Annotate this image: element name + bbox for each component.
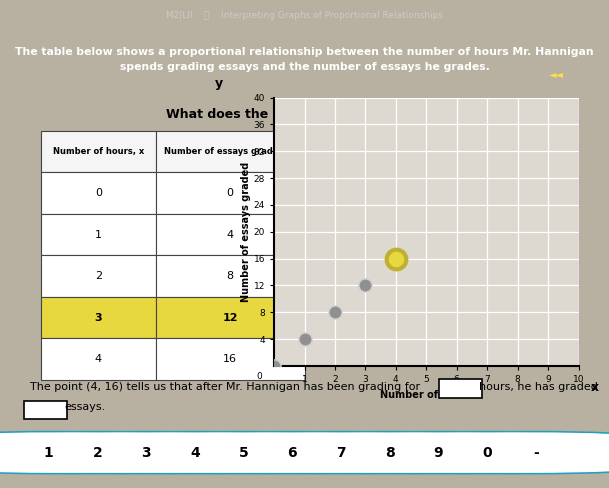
Text: essays.: essays. — [64, 402, 105, 412]
Circle shape — [146, 433, 536, 472]
Circle shape — [49, 433, 438, 472]
Text: hours, he has graded: hours, he has graded — [479, 382, 598, 392]
Text: 6: 6 — [287, 446, 297, 460]
Text: 3: 3 — [94, 313, 102, 323]
FancyBboxPatch shape — [156, 338, 304, 380]
Text: -: - — [533, 446, 539, 460]
FancyBboxPatch shape — [156, 297, 304, 338]
Text: 3: 3 — [141, 446, 151, 460]
FancyBboxPatch shape — [41, 214, 156, 255]
Point — [361, 282, 370, 289]
Circle shape — [0, 433, 244, 472]
Text: 0: 0 — [95, 188, 102, 198]
Text: What does the point (4, 16) tell us?  ◄◄: What does the point (4, 16) tell us? ◄◄ — [166, 108, 443, 121]
Text: 12: 12 — [222, 313, 238, 323]
Point — [300, 335, 309, 343]
Text: 0: 0 — [256, 371, 262, 381]
Text: 0: 0 — [227, 188, 234, 198]
FancyBboxPatch shape — [24, 401, 67, 419]
Text: M2|LII    ⓘ    Interpreting Graphs of Proportional Relationships: M2|LII ⓘ Interpreting Graphs of Proporti… — [166, 11, 443, 20]
Text: 1: 1 — [44, 446, 54, 460]
Circle shape — [0, 433, 292, 472]
Text: y: y — [215, 77, 224, 89]
Text: 2: 2 — [95, 271, 102, 281]
FancyBboxPatch shape — [41, 297, 156, 338]
Circle shape — [0, 433, 341, 472]
Text: The table below shows a proportional relationship between the number of hours Mr: The table below shows a proportional rel… — [15, 47, 594, 72]
Text: 0: 0 — [482, 446, 492, 460]
FancyBboxPatch shape — [156, 214, 304, 255]
Y-axis label: Number of essays graded: Number of essays graded — [241, 162, 251, 302]
Text: 4: 4 — [190, 446, 200, 460]
Point — [269, 362, 279, 370]
Text: 5: 5 — [239, 446, 248, 460]
Text: ◄◄: ◄◄ — [549, 69, 564, 79]
FancyBboxPatch shape — [439, 379, 482, 398]
Text: 4: 4 — [95, 354, 102, 364]
Circle shape — [341, 433, 609, 472]
Text: 9: 9 — [434, 446, 443, 460]
X-axis label: Number of hours: Number of hours — [380, 389, 473, 400]
FancyBboxPatch shape — [156, 131, 304, 172]
Point — [330, 308, 340, 316]
Text: 8: 8 — [385, 446, 395, 460]
FancyBboxPatch shape — [156, 172, 304, 214]
Text: 16: 16 — [223, 354, 237, 364]
Text: Number of hours, x: Number of hours, x — [53, 147, 144, 156]
Circle shape — [0, 433, 390, 472]
FancyBboxPatch shape — [41, 338, 156, 380]
FancyBboxPatch shape — [41, 172, 156, 214]
Text: x: x — [591, 381, 599, 394]
Circle shape — [292, 433, 609, 472]
Text: 1: 1 — [95, 230, 102, 240]
Circle shape — [195, 433, 585, 472]
Text: 7: 7 — [336, 446, 346, 460]
Text: 8: 8 — [227, 271, 234, 281]
Text: The point (4, 16) tells us that after Mr. Hannigan has been grading for: The point (4, 16) tells us that after Mr… — [30, 382, 420, 392]
Circle shape — [97, 433, 487, 472]
Point — [391, 255, 401, 263]
Text: 4: 4 — [227, 230, 234, 240]
Text: 2: 2 — [93, 446, 102, 460]
FancyBboxPatch shape — [156, 255, 304, 297]
Text: Number of essays graded, y: Number of essays graded, y — [164, 147, 296, 156]
FancyBboxPatch shape — [41, 131, 156, 172]
Circle shape — [244, 433, 609, 472]
FancyBboxPatch shape — [41, 255, 156, 297]
